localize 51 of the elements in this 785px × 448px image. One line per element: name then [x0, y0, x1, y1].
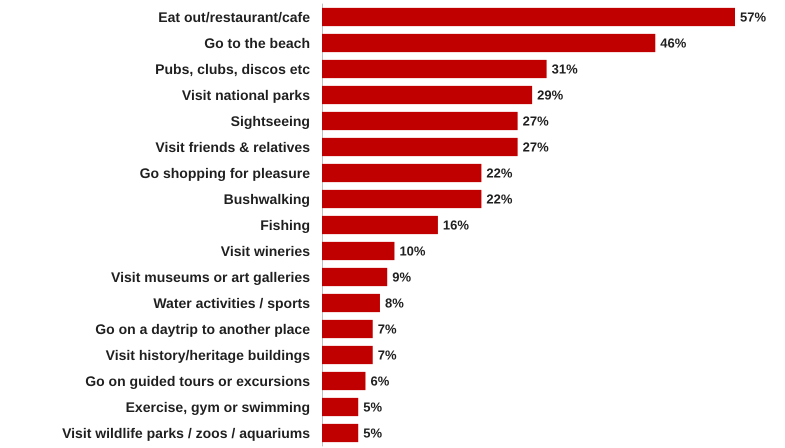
y-tick-label: Visit museums or art galleries [111, 269, 310, 285]
y-tick-label: Exercise, gym or swimming [126, 399, 310, 415]
bar [322, 112, 518, 130]
y-tick-label: Visit wineries [220, 243, 310, 259]
y-tick-label: Go to the beach [204, 35, 310, 51]
bar [322, 372, 366, 390]
bar [322, 86, 532, 104]
y-tick-label: Pubs, clubs, discos etc [155, 61, 310, 77]
y-tick-label: Visit national parks [182, 87, 310, 103]
bar [322, 164, 482, 182]
data-label: 7% [378, 322, 397, 336]
bar [322, 424, 358, 442]
y-tick-label: Fishing [260, 217, 310, 233]
bar [322, 294, 380, 312]
data-label: 9% [392, 270, 412, 284]
data-label: 46% [660, 36, 687, 50]
data-label: 6% [370, 374, 390, 388]
data-label: 8% [384, 296, 404, 310]
bar [322, 268, 388, 286]
y-tick-label: Sightseeing [230, 113, 310, 129]
y-tick-label: Visit wildlife parks / zoos / aquariums [62, 425, 310, 441]
bar [322, 34, 656, 52]
data-label: 22% [486, 192, 513, 206]
bar [322, 216, 438, 234]
y-tick-label: Go on a daytrip to another place [95, 321, 310, 337]
bar [322, 8, 735, 26]
data-label: 27% [522, 140, 550, 154]
data-label: 7% [378, 348, 397, 362]
data-label: 5% [363, 400, 382, 414]
y-tick-label: Bushwalking [224, 191, 310, 207]
y-tick-label: Go shopping for pleasure [140, 165, 310, 181]
y-tick-label: Visit history/heritage buildings [106, 347, 310, 363]
data-label: 10% [399, 244, 426, 258]
y-tick-label: Go on guided tours or excursions [85, 373, 310, 389]
data-label: 27% [522, 114, 550, 128]
bar [322, 398, 358, 416]
data-label: 57% [740, 10, 766, 24]
bar [322, 60, 547, 78]
bar [322, 190, 482, 208]
y-tick-label: Eat out/restaurant/cafe [158, 9, 310, 25]
bar [322, 320, 373, 338]
y-tick-label: Visit friends & relatives [155, 139, 310, 155]
data-label: 16% [442, 218, 470, 232]
bar [322, 346, 373, 364]
bar [322, 138, 518, 156]
y-tick-label: Water activities / sports [153, 295, 310, 311]
data-label: 22% [486, 166, 513, 180]
data-label: 29% [537, 88, 564, 102]
data-label: 31% [552, 62, 578, 76]
data-label: 5% [363, 426, 382, 440]
bar [322, 242, 394, 260]
